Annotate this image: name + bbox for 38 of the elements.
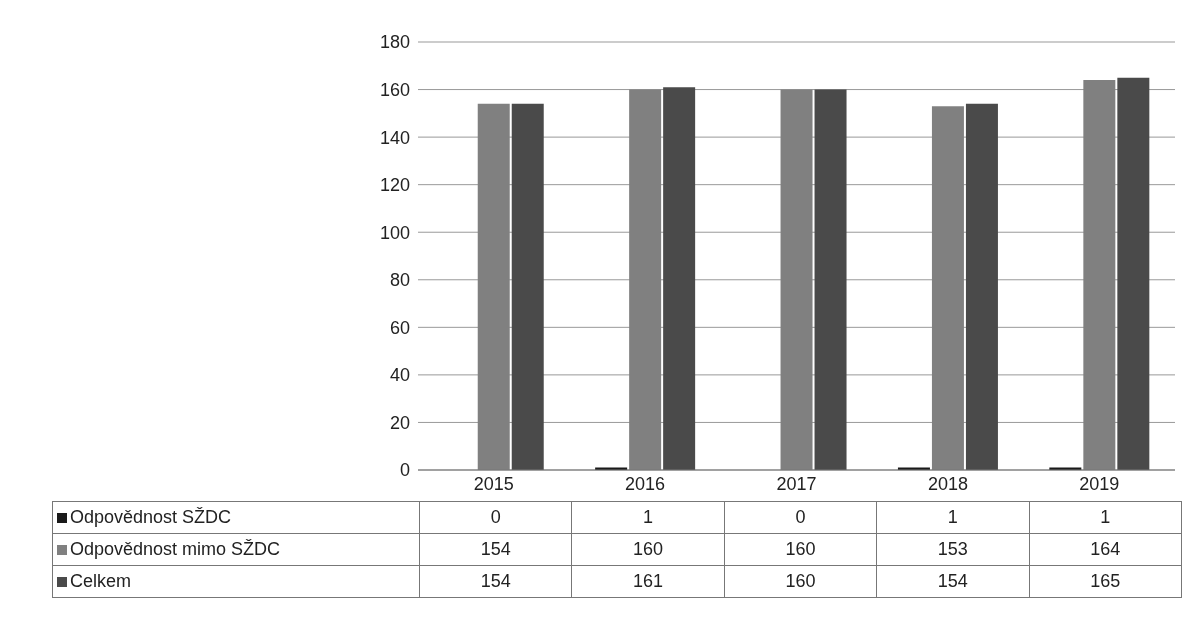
data-label: 160	[724, 565, 877, 598]
legend-label: Celkem	[70, 571, 132, 591]
y-tick-label: 60	[389, 317, 410, 338]
data-label: 153	[876, 533, 1030, 566]
data-label: 154	[419, 565, 572, 598]
data-label: 160	[724, 533, 877, 566]
data-label: 164	[1029, 533, 1182, 566]
x-tick-label: 2019	[1079, 473, 1120, 494]
x-tick-label: 2016	[625, 473, 666, 494]
x-tick-label: 2017	[776, 473, 817, 494]
x-tick-label: 2018	[927, 473, 968, 494]
legend-label: Odpovědnost SŽDC	[70, 507, 232, 527]
y-tick-label: 180	[379, 32, 410, 53]
legend-label: Odpovědnost mimo SŽDC	[70, 539, 281, 559]
data-label: 0	[419, 501, 572, 534]
data-label: 1	[571, 501, 725, 534]
data-label: 1	[876, 501, 1030, 534]
bar	[1117, 77, 1150, 470]
data-label: 161	[571, 565, 725, 598]
data-label: 154	[419, 533, 572, 566]
y-tick-label: 80	[389, 270, 410, 291]
data-label: 1	[1029, 501, 1182, 534]
data-label: 165	[1029, 565, 1182, 598]
y-tick-label: 100	[379, 222, 410, 243]
bar	[965, 103, 998, 470]
y-tick-label: 0	[399, 460, 410, 481]
y-tick-label: 120	[379, 175, 410, 196]
data-label: 0	[724, 501, 877, 534]
x-tick-label: 2015	[473, 473, 514, 494]
y-tick-label: 20	[389, 412, 410, 433]
bar	[814, 89, 847, 470]
bar	[663, 87, 696, 470]
data-label: 154	[876, 565, 1030, 598]
bar	[511, 103, 544, 470]
y-tick-label: 140	[379, 127, 410, 148]
data-label: 160	[571, 533, 725, 566]
y-tick-label: 40	[389, 365, 410, 386]
y-tick-label: 160	[379, 79, 410, 100]
